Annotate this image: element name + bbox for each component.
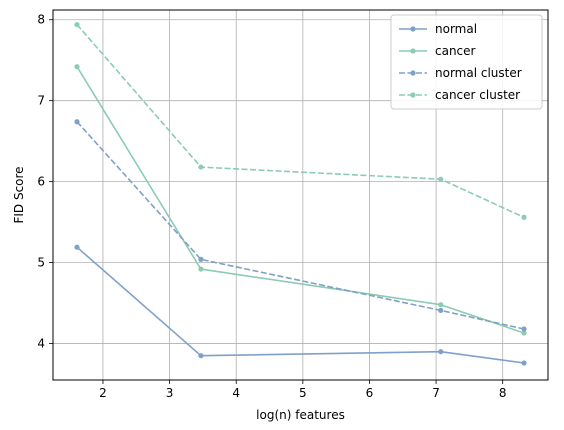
data-point-cancer-cluster [74, 21, 80, 28]
series-normal [74, 244, 527, 366]
legend-label-cancer-cluster: cancer cluster [435, 88, 520, 102]
data-point-cancer [521, 330, 527, 336]
x-tick-label: 8 [499, 386, 507, 400]
y-tick-label: 5 [37, 256, 45, 270]
data-point-cancer-cluster [521, 214, 527, 220]
series-group [74, 21, 527, 366]
plot-frame [52, 9, 549, 381]
axis-ticks: 2 3 4 5 6 7 8 4 5 6 7 8 [37, 13, 506, 400]
series-line-cancer-cluster [76, 24, 525, 219]
legend-marker-cancer-cluster [410, 92, 416, 98]
x-tick-label: 7 [432, 386, 440, 400]
legend-label-cancer: cancer [435, 44, 476, 58]
legend-label-normal: normal [435, 22, 477, 36]
data-point-cancer-cluster [438, 176, 444, 182]
x-tick-label: 5 [299, 386, 307, 400]
data-point-normal-cluster [74, 119, 80, 125]
x-tick-label: 6 [366, 386, 374, 400]
y-tick-label: 4 [37, 337, 45, 351]
data-point-normal [438, 349, 444, 355]
x-tick-label: 4 [232, 386, 240, 400]
legend-marker-normal [410, 26, 416, 32]
x-axis-label: log(n) features [256, 408, 345, 422]
data-point-cancer [74, 64, 80, 70]
series-line-normal-cluster [76, 121, 525, 330]
series-cancer [74, 64, 527, 336]
x-tick-label: 2 [99, 386, 107, 400]
x-tick-label: 3 [166, 386, 174, 400]
legend: normal cancer normal cluster cancer cluster [390, 14, 543, 110]
data-point-normal-cluster [521, 326, 527, 332]
data-point-normal [198, 353, 204, 359]
legend-box [390, 14, 543, 110]
data-point-cancer [198, 266, 204, 272]
y-axis-label: FID Score [12, 166, 26, 223]
data-point-normal [74, 244, 80, 250]
y-tick-label: 6 [37, 175, 45, 189]
data-point-normal-cluster [438, 307, 444, 313]
legend-marker-cancer [410, 48, 416, 54]
data-point-cancer [438, 302, 444, 308]
series-cancer-cluster [74, 21, 527, 220]
y-tick-label: 8 [37, 13, 45, 27]
data-point-cancer-cluster [198, 164, 204, 170]
legend-label-normal-cluster: normal cluster [435, 66, 522, 80]
legend-marker-normal-cluster [410, 70, 416, 76]
y-tick-label: 7 [37, 94, 45, 108]
data-point-normal-cluster [198, 256, 204, 262]
data-point-normal [521, 360, 527, 366]
series-line-cancer [76, 66, 525, 334]
series-normal-cluster [74, 119, 527, 332]
series-line-normal [76, 246, 525, 364]
